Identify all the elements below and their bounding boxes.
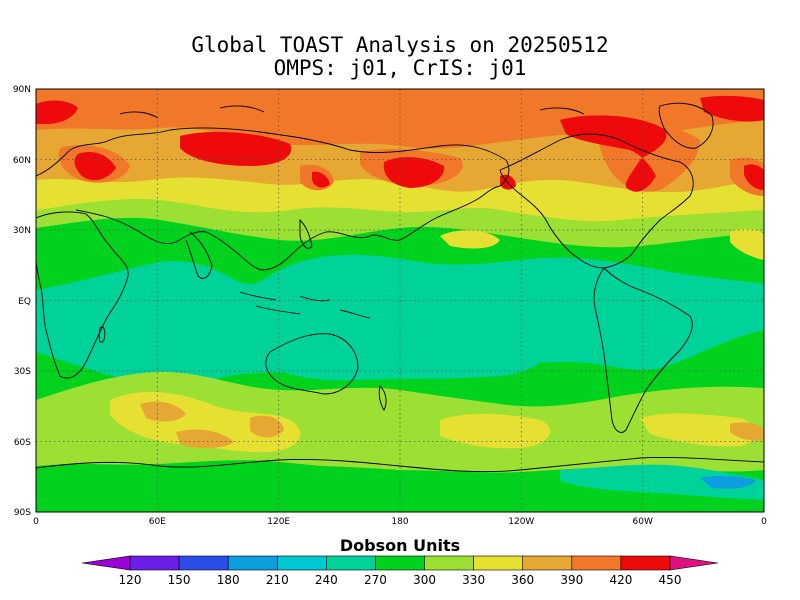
chart-title: Global TOAST Analysis on 20250512 OMPS: … xyxy=(0,34,800,80)
contour-north-450-a xyxy=(36,100,78,124)
colorbar-tick-label: 150 xyxy=(168,573,191,587)
colorbar-tick-label: 390 xyxy=(560,573,583,587)
contour-antarctic-blue xyxy=(700,475,756,489)
contour-north-450-e xyxy=(312,171,330,188)
coastline-indonesia xyxy=(239,291,371,319)
title-line-1: Global TOAST Analysis on 20250512 xyxy=(191,33,609,57)
colorbar-segment xyxy=(227,555,278,571)
colorbar-tick-label: 270 xyxy=(364,573,387,587)
lon-axis: 0 60E 120E 180 120W 60W 0 xyxy=(33,517,767,527)
colorbar-segment xyxy=(522,555,573,571)
contour-north-360-c xyxy=(730,228,764,260)
lon-label-60w: 60W xyxy=(633,517,653,527)
lat-label-30s: 30S xyxy=(14,367,31,377)
coastline-antarctica xyxy=(36,457,764,473)
colorbar-segment xyxy=(326,555,376,571)
title-line-2: OMPS: j01, CrIS: j01 xyxy=(273,56,527,80)
gridlines xyxy=(36,89,764,512)
colorbar-segment xyxy=(620,555,671,571)
contour-north-450-c xyxy=(180,131,292,166)
colorbar: 120 150 180 210 240 270 300 330 360 390 420 450 xyxy=(81,555,719,587)
contour-south-390-d xyxy=(730,422,764,441)
coastline-madagascar xyxy=(98,326,106,343)
colorbar-tick-label: 240 xyxy=(315,573,338,587)
contour-pacific-teal xyxy=(250,321,548,381)
contour-south-360-b xyxy=(440,413,551,449)
lat-label-eq: EQ xyxy=(18,297,31,307)
colorbar-below-triangle xyxy=(81,555,131,571)
coastline-eurasia xyxy=(36,127,510,271)
colorbar-title: Dobson Units xyxy=(339,536,461,555)
coastline-arctic xyxy=(119,105,585,119)
contour-north-450-g xyxy=(700,95,764,122)
colorbar-tick-label: 420 xyxy=(609,573,632,587)
coastline-north-america xyxy=(499,133,694,269)
lon-label-120e: 120E xyxy=(267,517,290,527)
colorbar-segment xyxy=(276,555,327,571)
coastline-india xyxy=(185,231,213,279)
contour-north-450-b xyxy=(74,151,116,181)
lat-label-60s: 60S xyxy=(14,438,31,448)
contour-south-360-c xyxy=(640,413,755,447)
coastline-japan xyxy=(299,218,313,249)
lon-label-180: 180 xyxy=(391,517,408,527)
lon-label-120w: 120W xyxy=(508,517,534,527)
colorbar-segment xyxy=(473,555,524,571)
colorbar-tick-label: 300 xyxy=(413,573,436,587)
contour-south-390-b xyxy=(176,429,234,449)
lon-label-0-west: 0 xyxy=(33,517,39,527)
contour-south-390-c xyxy=(250,415,284,438)
coastline-nz xyxy=(378,385,387,411)
contour-antarctic-teal xyxy=(560,464,764,500)
lon-label-60e: 60E xyxy=(149,517,166,527)
colorbar-tick-label: 210 xyxy=(266,573,289,587)
colorbar-tick-label: 360 xyxy=(511,573,534,587)
lat-label-30n: 30N xyxy=(13,226,31,236)
colorbar-segment xyxy=(375,555,425,571)
contour-north-360-b xyxy=(440,230,500,249)
contour-south-390-a xyxy=(140,401,186,422)
colorbar-segment xyxy=(424,555,474,571)
colorbar-segment xyxy=(178,555,229,571)
map-frame xyxy=(35,88,765,513)
lat-axis: 90N 60N 30N EQ 30S 60S 90S xyxy=(13,85,31,518)
lon-label-0-east: 0 xyxy=(761,517,767,527)
coastline-africa xyxy=(36,211,129,379)
lat-label-90s: 90S xyxy=(14,508,31,518)
colorbar-tick-label: 450 xyxy=(659,573,682,587)
colorbar-tick-label: 120 xyxy=(119,573,142,587)
lat-label-90n: 90N xyxy=(13,85,31,95)
colorbar-tick-label: 330 xyxy=(462,573,485,587)
lat-label-60n: 60N xyxy=(13,156,31,166)
colorbar-segment xyxy=(571,555,622,571)
coastline-greenland xyxy=(658,102,714,149)
colorbar-tick-label: 180 xyxy=(217,573,240,587)
colorbar-above-triangle xyxy=(669,555,719,571)
contour-north-450-d xyxy=(383,157,445,188)
coastline-south-america xyxy=(593,267,693,433)
contour-north-420 xyxy=(36,89,764,149)
coastline-australia xyxy=(265,333,359,395)
contour-north-450-h xyxy=(744,164,764,190)
coastlines xyxy=(36,102,764,473)
colorbar-segment xyxy=(129,555,180,571)
